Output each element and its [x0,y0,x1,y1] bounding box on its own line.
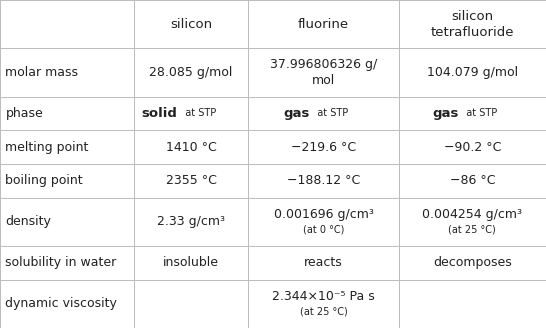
Text: 37.996806326 g/
mol: 37.996806326 g/ mol [270,58,377,87]
Text: −219.6 °C: −219.6 °C [291,141,356,154]
Text: phase: phase [5,107,43,120]
Text: fluorine: fluorine [298,18,349,31]
Text: 0.001696 g/cm³: 0.001696 g/cm³ [274,208,373,221]
Text: at STP: at STP [460,109,497,118]
Text: boiling point: boiling point [5,174,83,187]
Text: (at 0 °C): (at 0 °C) [303,224,344,234]
Text: 2355 °C: 2355 °C [165,174,217,187]
Text: 0.004254 g/cm³: 0.004254 g/cm³ [422,208,523,221]
Text: 1410 °C: 1410 °C [166,141,216,154]
Text: 28.085 g/mol: 28.085 g/mol [150,66,233,79]
Text: dynamic viscosity: dynamic viscosity [5,297,117,310]
Text: 2.344×10⁻⁵ Pa s: 2.344×10⁻⁵ Pa s [272,290,375,303]
Text: 2.33 g/cm³: 2.33 g/cm³ [157,215,225,228]
Text: solid: solid [141,107,177,120]
Text: solubility in water: solubility in water [5,256,117,269]
Text: at STP: at STP [179,109,216,118]
Text: (at 25 °C): (at 25 °C) [448,224,496,234]
Text: gas: gas [432,107,459,120]
Text: melting point: melting point [5,141,89,154]
Text: silicon
tetrafluoride: silicon tetrafluoride [431,10,514,39]
Text: decomposes: decomposes [433,256,512,269]
Text: gas: gas [283,107,310,120]
Text: at STP: at STP [311,109,349,118]
Text: −188.12 °C: −188.12 °C [287,174,360,187]
Text: insoluble: insoluble [163,256,219,269]
Text: density: density [5,215,51,228]
Text: (at 25 °C): (at 25 °C) [300,306,347,316]
Text: molar mass: molar mass [5,66,79,79]
Text: −90.2 °C: −90.2 °C [443,141,501,154]
Text: reacts: reacts [304,256,343,269]
Text: 104.079 g/mol: 104.079 g/mol [427,66,518,79]
Text: silicon: silicon [170,18,212,31]
Text: −86 °C: −86 °C [449,174,495,187]
